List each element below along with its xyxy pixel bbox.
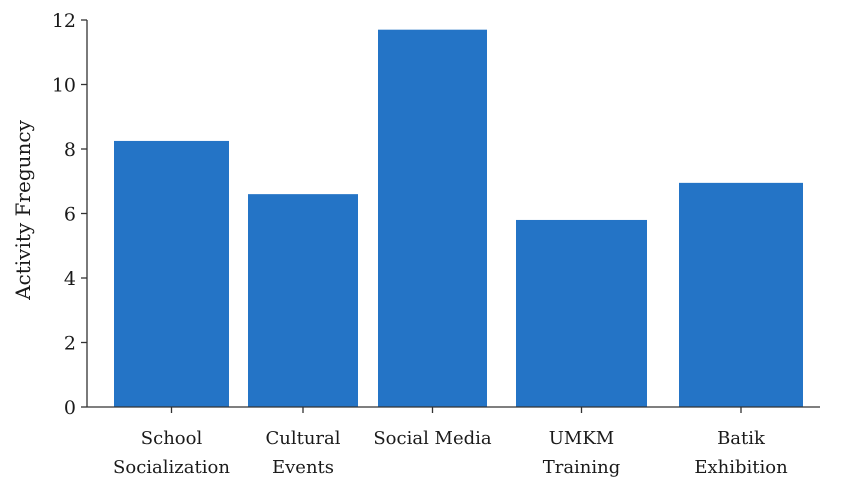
- x-tick-label: Events: [272, 457, 334, 478]
- x-tick-label: Batik: [717, 428, 766, 449]
- x-tick-label: UMKM: [549, 428, 614, 449]
- y-axis-ticks: 0 2 4 6 8 10 12: [52, 10, 87, 419]
- bar: [378, 29, 487, 408]
- y-tick-label: 4: [64, 268, 76, 290]
- y-tick-label: 2: [64, 333, 76, 355]
- y-tick-label: 10: [52, 75, 76, 97]
- y-axis-title: Activity Freguncy: [11, 119, 35, 301]
- x-axis-labels: School Socialization Cultural Events Social …: [113, 407, 788, 478]
- bar: [679, 182, 803, 407]
- bar: [114, 140, 229, 407]
- y-tick-label: 6: [64, 204, 76, 226]
- x-tick-label: Training: [543, 457, 621, 478]
- x-tick-label: Exhibition: [694, 457, 788, 478]
- y-tick-label: 0: [64, 397, 76, 419]
- x-tick-label: Socialization: [113, 457, 230, 478]
- x-tick-label: Social Media: [373, 428, 492, 449]
- y-tick-label: 8: [64, 139, 76, 161]
- x-tick-label: Cultural: [265, 428, 340, 449]
- bar: [248, 194, 358, 407]
- bars: [114, 29, 803, 408]
- x-tick-label: School: [141, 428, 203, 449]
- y-tick-label: 12: [52, 10, 76, 32]
- bar: [516, 219, 647, 407]
